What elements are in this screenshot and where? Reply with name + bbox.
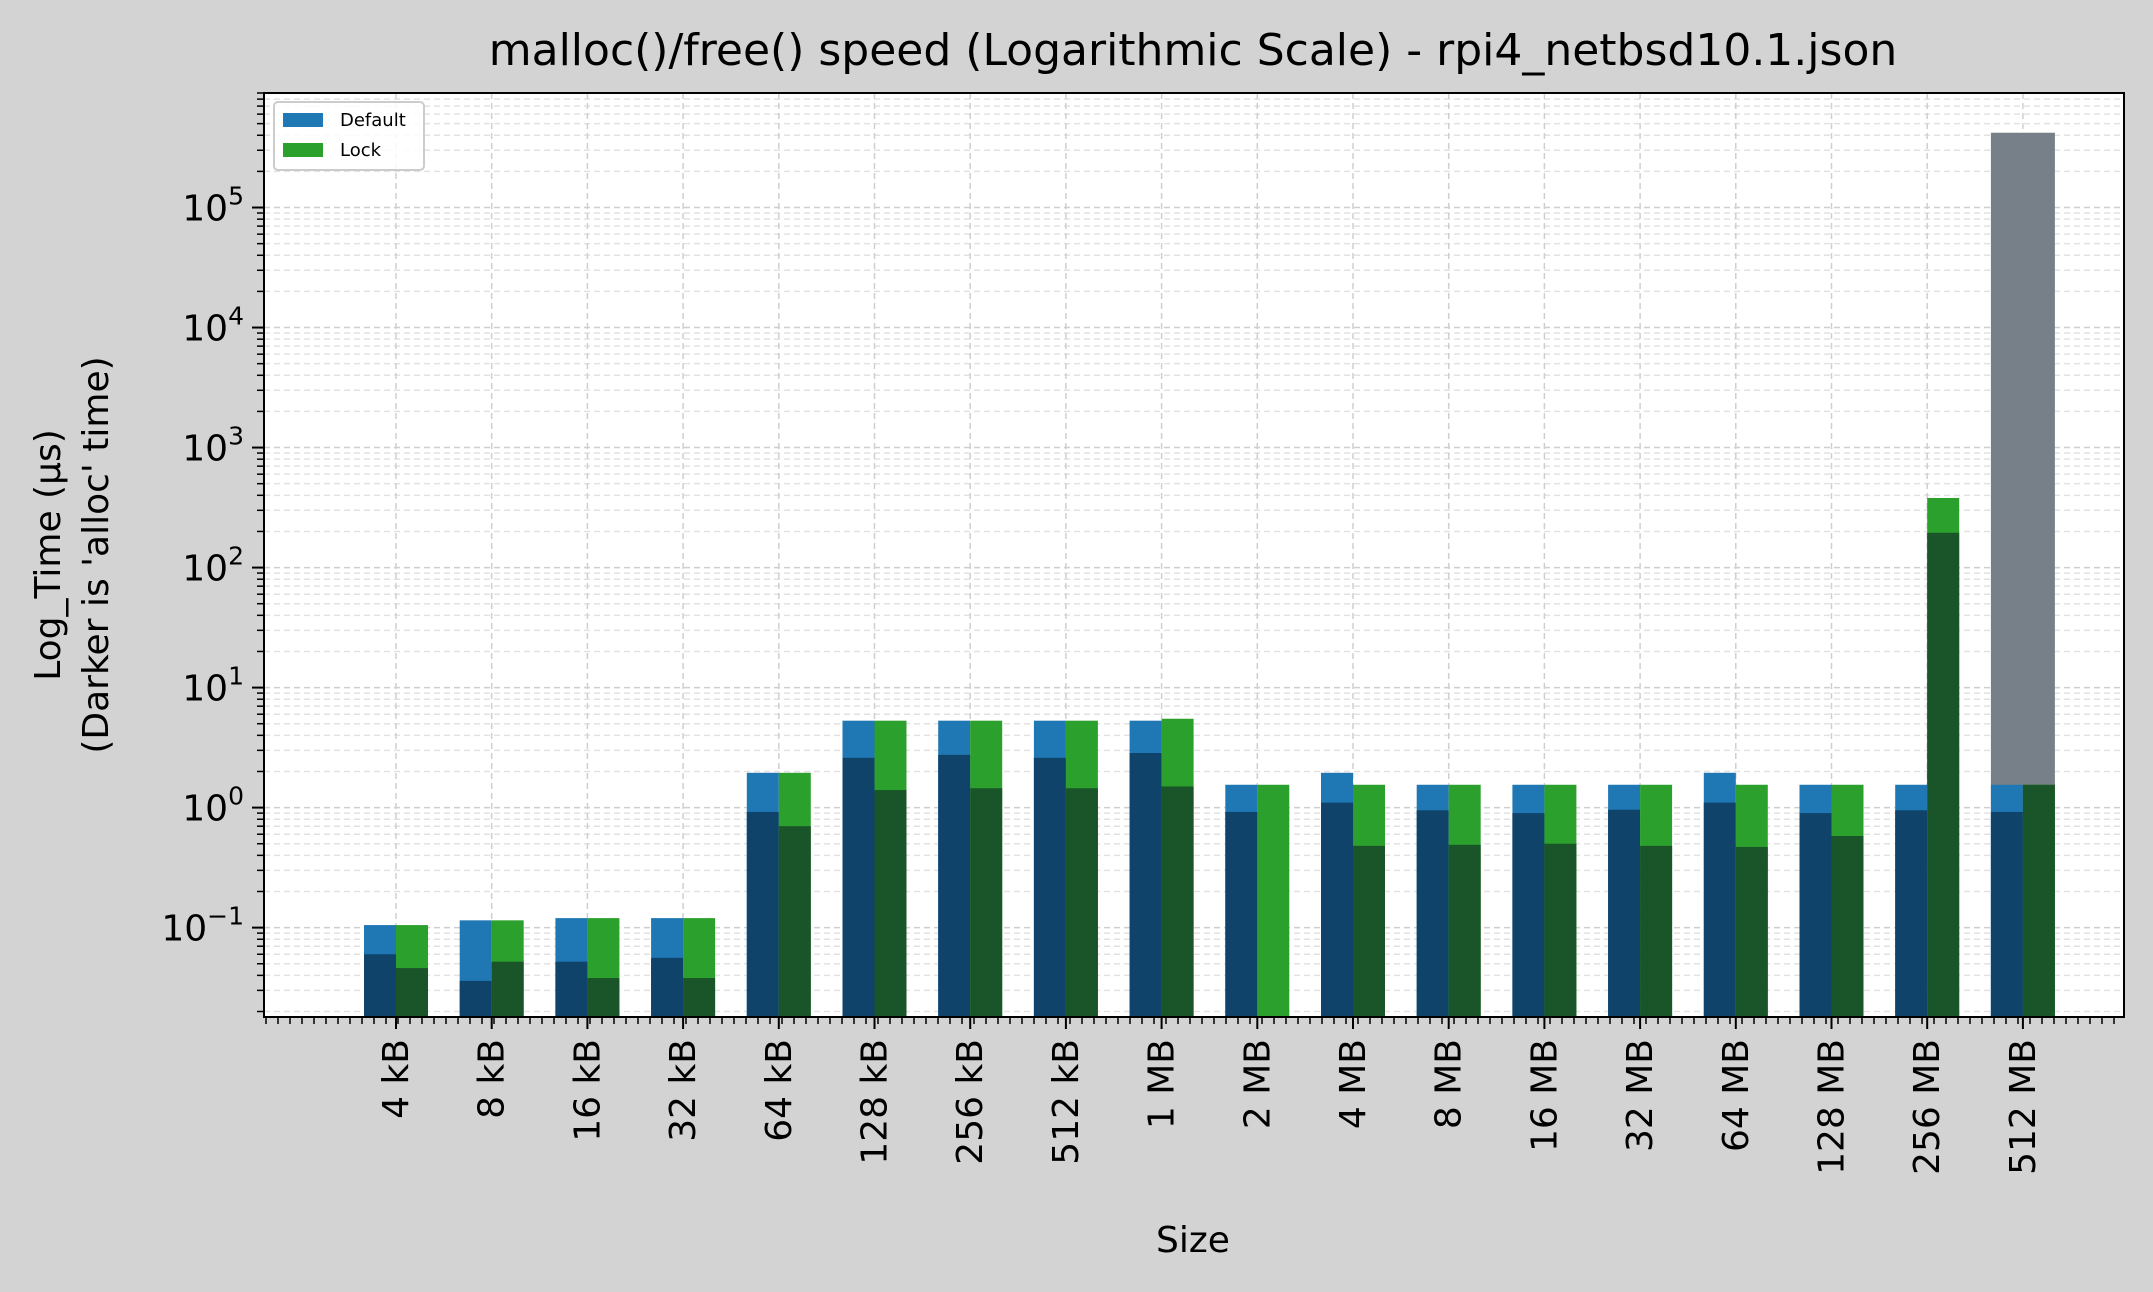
x-tick-label: 512 MB bbox=[2003, 1039, 2044, 1175]
y-axis-label-line-1: Log_Time (µs) bbox=[28, 429, 69, 681]
bar-default-alloc bbox=[555, 961, 588, 1017]
x-tick-label: 16 MB bbox=[1524, 1039, 1565, 1152]
bar-lock-alloc bbox=[1544, 843, 1577, 1017]
bar-lock-alloc bbox=[778, 826, 811, 1017]
bar-default-alloc bbox=[746, 811, 779, 1017]
bar-default-alloc bbox=[1990, 811, 2023, 1017]
bar-default-alloc bbox=[1416, 810, 1449, 1017]
y-tick-label: 104 bbox=[182, 302, 244, 350]
bar-default-alloc bbox=[1129, 753, 1162, 1017]
y-tick-label: 103 bbox=[182, 422, 244, 470]
bar-lock-alloc bbox=[1735, 846, 1768, 1017]
bar-default-alloc bbox=[1799, 813, 1832, 1017]
x-tick-label: 1 MB bbox=[1142, 1039, 1183, 1129]
x-tick-label: 256 MB bbox=[1907, 1039, 1948, 1175]
bar-default-alloc bbox=[1033, 757, 1066, 1017]
x-tick-label: 128 MB bbox=[1812, 1039, 1853, 1175]
x-tick-label: 4 kB bbox=[376, 1039, 417, 1119]
x-tick-label: 16 kB bbox=[567, 1039, 608, 1142]
legend-swatch-lock bbox=[283, 143, 323, 157]
x-tick-label: 4 MB bbox=[1333, 1039, 1374, 1129]
bar-lock-total bbox=[1257, 784, 1290, 1017]
plot-frame bbox=[263, 92, 2125, 1018]
x-tick-label: 8 MB bbox=[1429, 1039, 1470, 1129]
bar-lock-alloc bbox=[1831, 835, 1864, 1017]
bar-lock-alloc bbox=[1927, 532, 1960, 1017]
bar-default-alloc bbox=[842, 757, 875, 1017]
legend: Default Lock bbox=[273, 101, 425, 171]
y-tick-label: 105 bbox=[182, 182, 244, 230]
bar-default-alloc bbox=[651, 957, 684, 1017]
bar-lock-alloc bbox=[683, 978, 716, 1017]
bar-default-alloc bbox=[364, 954, 396, 1017]
legend-label-default: Default bbox=[340, 110, 406, 131]
bar-lock-alloc bbox=[1448, 844, 1481, 1017]
y-tick-label: 102 bbox=[182, 542, 244, 590]
bar-lock-alloc bbox=[396, 968, 428, 1017]
bar-lock-alloc bbox=[1353, 845, 1385, 1017]
x-tick-label: 8 kB bbox=[472, 1039, 513, 1119]
x-axis-ticks: 4 kB 8 kB 16 kB 32 kB 64 kB 128 kB 256 kB 512 k… bbox=[265, 1017, 2115, 1175]
legend-label-lock: Lock bbox=[340, 140, 382, 161]
bars bbox=[364, 132, 2055, 1018]
y-tick-label: 10−1 bbox=[161, 902, 244, 950]
chart-title: malloc()/free() speed (Logarithmic Scale… bbox=[489, 25, 1898, 76]
x-tick-label: 64 kB bbox=[759, 1039, 800, 1142]
x-tick-label: 32 MB bbox=[1620, 1039, 1661, 1152]
bar-default-alloc bbox=[938, 754, 971, 1017]
x-tick-label: 32 kB bbox=[663, 1039, 704, 1142]
bar-lock-alloc bbox=[1161, 786, 1194, 1017]
bar-default-alloc bbox=[1895, 810, 1928, 1017]
y-tick-label: 101 bbox=[182, 662, 244, 710]
y-axis-ticks: 10−1 100 101 102 103 104 105 bbox=[161, 92, 264, 1013]
bar-lock-alloc bbox=[970, 788, 1003, 1017]
bar-lock-alloc bbox=[1640, 845, 1673, 1017]
bar-lock-alloc bbox=[2022, 784, 2055, 1017]
bar-lock-alloc bbox=[1065, 788, 1098, 1017]
x-tick-label: 512 kB bbox=[1046, 1039, 1087, 1165]
x-tick-label: 64 MB bbox=[1716, 1039, 1757, 1152]
bar-lock-alloc bbox=[491, 961, 524, 1017]
x-tick-label: 256 kB bbox=[950, 1039, 991, 1165]
bar-default-alloc bbox=[1225, 811, 1258, 1017]
bar-default-alloc bbox=[1512, 813, 1545, 1017]
bar-default-alloc bbox=[459, 980, 492, 1017]
bar-default-alloc bbox=[1608, 809, 1641, 1017]
y-axis-label-line-2: (Darker is 'alloc' time) bbox=[76, 356, 117, 753]
y-tick-label: 100 bbox=[182, 782, 244, 830]
x-tick-label: 128 kB bbox=[855, 1039, 896, 1165]
bar-default-alloc bbox=[1321, 802, 1353, 1017]
bar-default-alloc bbox=[1703, 802, 1736, 1017]
x-tick-label: 2 MB bbox=[1237, 1039, 1278, 1129]
bar-lock-alloc bbox=[874, 790, 907, 1017]
legend-swatch-default bbox=[283, 113, 323, 127]
x-axis-label: Size bbox=[1156, 1220, 1230, 1261]
bar-lock-alloc bbox=[587, 978, 620, 1017]
